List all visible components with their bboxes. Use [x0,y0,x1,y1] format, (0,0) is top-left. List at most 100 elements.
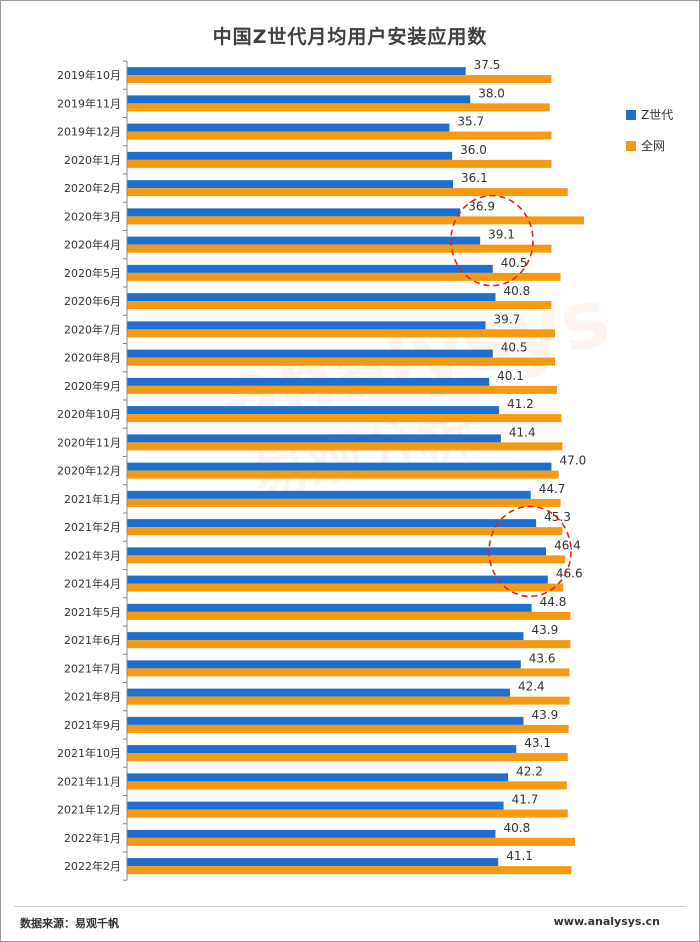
bar-all-net [127,103,550,112]
bar-z-gen [127,716,524,725]
bar-z-gen [127,858,499,867]
category-tick-label: 2021年10月 [57,746,121,760]
bar-z-gen [127,773,509,782]
category-tick-label: 2020年9月 [64,379,121,393]
bar-all-net [127,301,552,310]
website-url: www.analysys.cn [553,915,660,928]
bar-z-gen [127,519,537,528]
bar-all-net [127,131,552,140]
category-tick-label: 2020年8月 [64,351,121,365]
category-tick-label: 2021年7月 [64,661,121,675]
bar-z-gen [127,434,501,443]
bar-z-gen [127,406,500,415]
legend-label: Z世代 [641,108,673,122]
bar-all-net [127,668,570,677]
bar-chart: 2019年10月 37.5 2019年11月 38.0 2019年12月 35.7 2020… [57,58,673,881]
category-tick-label: 2020年11月 [57,435,121,449]
data-label-z-gen: 36.9 [468,199,495,213]
bar-all-net [127,75,552,84]
category-tick-label: 2019年10月 [57,68,121,82]
bar-z-gen [127,321,486,330]
bar-z-gen [127,293,496,302]
bar-z-gen [127,829,496,838]
bar-z-gen [127,632,524,641]
bar-z-gen [127,547,547,556]
data-label-z-gen: 41.2 [507,397,534,411]
data-label-z-gen: 38.0 [478,86,505,100]
category-tick-label: 2019年12月 [57,125,121,139]
category-tick-label: 2020年7月 [64,322,121,336]
category-tick-label: 2020年1月 [64,153,121,167]
data-label-z-gen: 39.1 [488,228,515,242]
bar-all-net [127,837,575,846]
bar-all-net [127,866,572,875]
bar-z-gen [127,575,548,584]
bar-all-net [127,385,557,394]
bar-z-gen [127,349,493,358]
category-tick-label: 2021年1月 [64,492,121,506]
data-label-z-gen: 46.4 [554,538,581,552]
bar-all-net [127,357,556,366]
bar-all-net [127,470,559,479]
data-label-z-gen: 35.7 [457,115,484,129]
category-tick-label: 2020年4月 [64,238,121,252]
bar-z-gen [127,801,504,810]
bar-all-net [127,216,584,225]
bar-z-gen [127,490,531,499]
annotation-circle-2020 [450,194,534,287]
annotation-circle-2021 [488,505,572,598]
bar-all-net [127,329,556,338]
category-tick-label: 2021年5月 [64,605,121,619]
bar-z-gen [127,95,471,104]
data-label-z-gen: 46.6 [556,567,583,581]
bar-all-net [127,527,563,536]
data-label-z-gen: 36.0 [460,143,487,157]
bar-all-net [127,159,552,168]
bar-all-net [127,442,563,451]
bar-all-net [127,753,568,762]
category-tick-label: 2020年12月 [57,464,121,478]
bar-z-gen [127,745,517,754]
category-tick-label: 2022年1月 [64,831,121,845]
bar-z-gen [127,67,466,76]
category-tick-label: 2021年4月 [64,577,121,591]
data-label-z-gen: 44.8 [540,595,567,609]
bar-all-net [127,809,568,818]
data-label-z-gen: 47.0 [559,454,586,468]
data-label-z-gen: 43.6 [529,651,556,665]
data-source: 数据来源：易观千帆 [20,917,119,930]
data-label-z-gen: 43.9 [531,623,558,637]
data-label-z-gen: 41.4 [509,425,536,439]
bar-all-net [127,696,570,705]
legend-label: 全网 [641,138,665,153]
category-tick-label: 2021年2月 [64,520,121,534]
data-label-z-gen: 43.1 [524,736,551,750]
data-label-z-gen: 41.1 [506,849,533,863]
category-tick-label: 2021年8月 [64,690,121,704]
category-tick-label: 2020年6月 [64,294,121,308]
bar-z-gen [127,236,481,245]
bar-all-net [127,781,567,790]
bar-z-gen [127,208,461,217]
data-label-z-gen: 37.5 [474,58,501,72]
category-tick-label: 2021年11月 [57,774,121,788]
bar-z-gen [127,123,450,132]
bar-all-net [127,414,562,423]
legend-swatch [626,141,636,151]
bar-all-net [127,498,561,507]
bar-z-gen [127,264,493,273]
data-label-z-gen: 36.1 [461,171,488,185]
category-tick-label: 2022年2月 [64,859,121,873]
legend-swatch [626,110,636,120]
category-tick-label: 2020年5月 [64,266,121,280]
category-tick-label: 2021年12月 [57,803,121,817]
data-label-z-gen: 40.5 [501,256,528,270]
category-tick-label: 2021年3月 [64,548,121,562]
category-tick-label: 2020年10月 [57,407,121,421]
bar-all-net [127,611,571,620]
bar-all-net [127,272,561,281]
bar-z-gen [127,377,490,386]
bar-z-gen [127,462,552,471]
bar-z-gen [127,151,453,160]
footer-divider [14,906,686,907]
